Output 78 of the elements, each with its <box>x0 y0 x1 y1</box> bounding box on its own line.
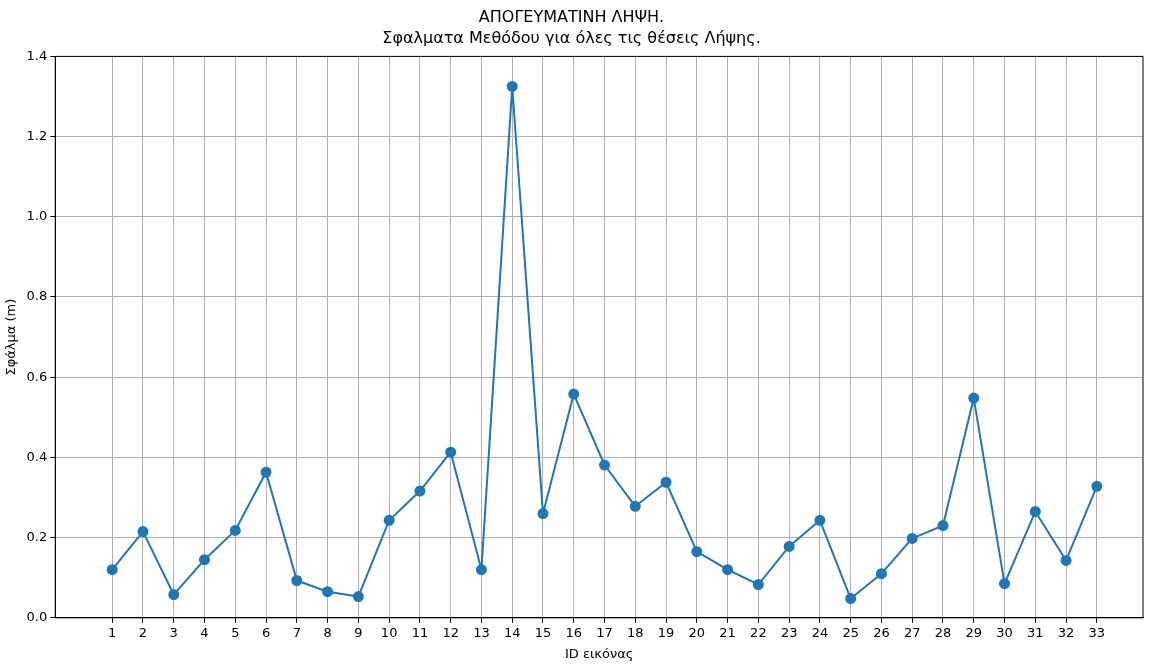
x-tick-label: 12 <box>442 624 459 640</box>
y-tick-label: 0.4 <box>26 448 48 464</box>
y-tick-label: 0.8 <box>26 288 48 304</box>
point <box>783 540 795 552</box>
y-tick-label: 0.6 <box>26 368 48 384</box>
point <box>629 500 641 512</box>
point <box>568 388 580 400</box>
point <box>1091 480 1103 492</box>
x-tick-label: 16 <box>565 624 583 640</box>
x-tick-label: 21 <box>719 624 736 640</box>
x-tick-label: 29 <box>965 624 983 640</box>
x-tick-label: 31 <box>1027 624 1044 640</box>
point <box>937 520 949 532</box>
point <box>537 508 549 520</box>
x-tick-label: 1 <box>108 624 117 640</box>
y-tick-label: 1.2 <box>26 127 48 143</box>
x-tick-label: 24 <box>811 624 829 640</box>
x-tick-label: 3 <box>169 624 178 640</box>
point <box>106 564 118 576</box>
x-tick-label: 4 <box>200 624 209 640</box>
x-tick-label: 27 <box>903 624 921 640</box>
point <box>229 524 241 536</box>
point <box>722 564 734 576</box>
x-tick-label: 11 <box>411 624 429 640</box>
x-tick-label: 13 <box>473 624 490 640</box>
point <box>599 459 611 471</box>
point <box>291 575 303 587</box>
y-tick-label: 1.0 <box>26 208 48 224</box>
x-tick-label: 23 <box>780 624 798 640</box>
point <box>137 526 149 538</box>
chart-title: ΑΠΟΓΕΥΜΑΤΙΝΗ ΛΗΨΗ. <box>478 6 665 26</box>
x-tick-label: 5 <box>231 624 240 640</box>
y-tick-label: 0.0 <box>26 609 48 625</box>
point <box>875 568 887 580</box>
x-tick-label: 26 <box>873 624 890 640</box>
x-tick-label: 33 <box>1088 624 1106 640</box>
x-tick-label: 2 <box>138 624 148 640</box>
point <box>999 578 1011 590</box>
point <box>660 476 672 488</box>
point <box>322 586 334 598</box>
x-tick-label: 10 <box>380 624 398 640</box>
point <box>168 589 180 601</box>
y-tick-label: 1.4 <box>26 47 48 63</box>
x-tick-label: 20 <box>688 624 706 640</box>
x-tick-label: 9 <box>354 624 363 640</box>
chart-subtitle: Σφαλματα Μεθόδου για όλες τις θέσεις Λήψης. <box>382 27 761 47</box>
point <box>845 593 857 605</box>
x-tick-label: 8 <box>323 624 332 640</box>
point <box>1029 506 1041 518</box>
x-tick-label: 6 <box>261 624 271 640</box>
point <box>475 564 487 576</box>
x-tick-label: 19 <box>657 624 675 640</box>
point <box>814 514 826 526</box>
x-tick-label: 22 <box>750 624 767 640</box>
point <box>968 392 980 404</box>
point <box>752 579 764 591</box>
x-tick-label: 7 <box>292 624 301 640</box>
point <box>352 591 364 603</box>
x-tick-label: 15 <box>534 624 552 640</box>
point <box>199 554 211 566</box>
y-tick-label: 0.2 <box>26 528 48 544</box>
point <box>906 532 918 544</box>
x-tick-label: 14 <box>503 624 521 640</box>
x-tick-label: 28 <box>934 624 952 640</box>
point <box>383 514 395 526</box>
x-tick-label: 17 <box>596 624 613 640</box>
point <box>414 485 426 497</box>
x-axis-title: ID εικόνας <box>564 645 634 661</box>
point <box>260 466 272 478</box>
y-axis-title: Σφάλμα (m) <box>3 298 19 376</box>
point <box>445 446 457 458</box>
point <box>506 80 518 92</box>
x-tick-label: 32 <box>1057 624 1075 640</box>
x-tick-label: 25 <box>842 624 859 640</box>
x-tick-label: 30 <box>996 624 1013 640</box>
x-tick-label: 18 <box>627 624 644 640</box>
point <box>1060 554 1072 566</box>
point <box>691 546 703 558</box>
